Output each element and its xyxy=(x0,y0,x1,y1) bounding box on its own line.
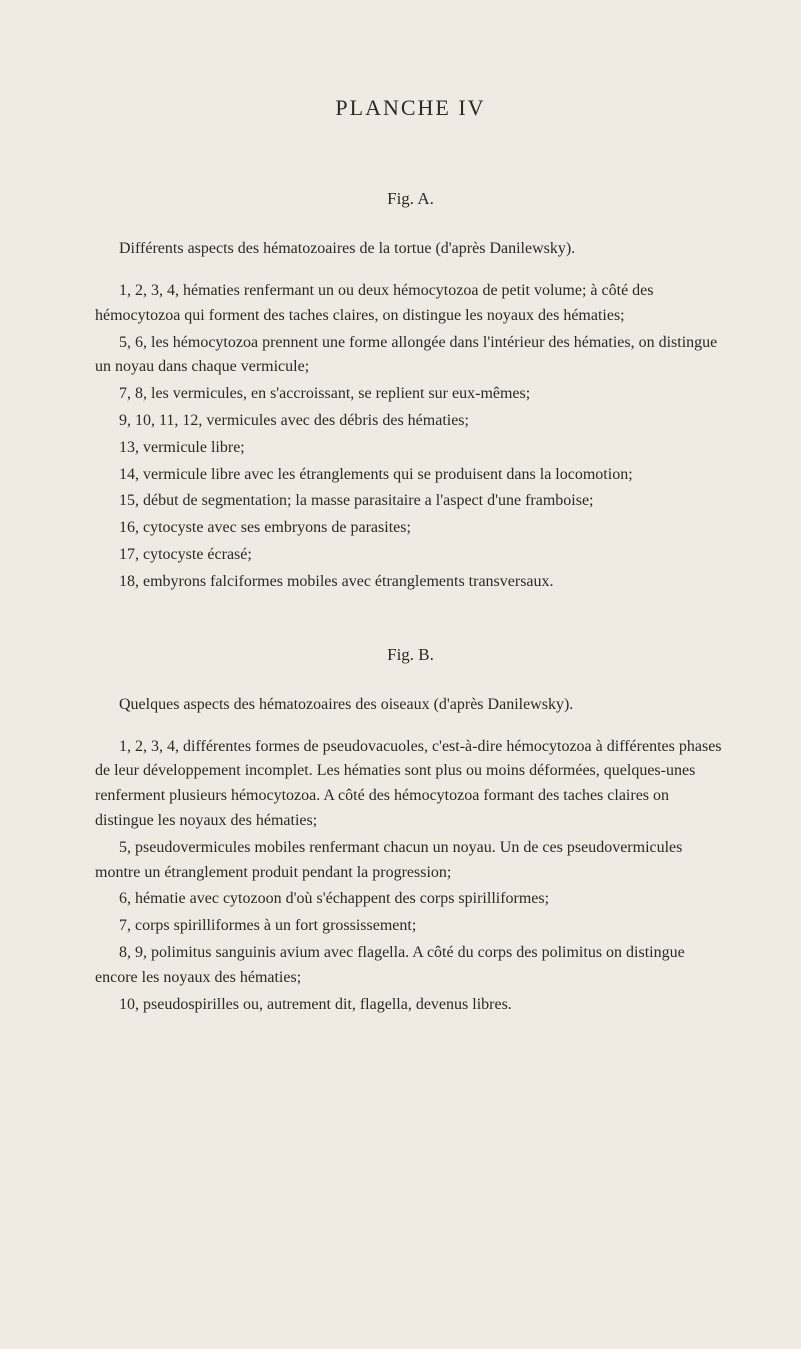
item-b-2: 5, pseudovermicules mobiles renfermant c… xyxy=(95,836,726,886)
item-a-9: 17, cytocyste écrasé; xyxy=(95,543,726,568)
item-a-7: 15, début de segmentation; la masse para… xyxy=(95,489,726,514)
item-b-5: 8, 9, polimitus sanguinis avium avec fla… xyxy=(95,941,726,991)
item-a-10: 18, embyrons falciformes mobiles avec ét… xyxy=(95,570,726,595)
item-a-2: 5, 6, les hémocytozoa prennent une forme… xyxy=(95,331,726,381)
item-b-1: 1, 2, 3, 4, différentes formes de pseudo… xyxy=(95,735,726,834)
item-a-8: 16, cytocyste avec ses embryons de paras… xyxy=(95,516,726,541)
section-a-intro: Différents aspects des hématozoaires de … xyxy=(95,237,726,261)
item-b-4: 7, corps spirilliformes à un fort grossi… xyxy=(95,914,726,939)
fig-b-label: Fig. B. xyxy=(95,645,726,665)
item-a-4: 9, 10, 11, 12, vermicules avec des débri… xyxy=(95,409,726,434)
item-a-5: 13, vermicule libre; xyxy=(95,436,726,461)
page-title: PLANCHE IV xyxy=(95,95,726,121)
item-a-6: 14, vermicule libre avec les étranglemen… xyxy=(95,463,726,488)
item-a-1: 1, 2, 3, 4, hématies renfermant un ou de… xyxy=(95,279,726,329)
item-a-3: 7, 8, les vermicules, en s'accroissant, … xyxy=(95,382,726,407)
item-b-3: 6, hématie avec cytozoon d'où s'échappen… xyxy=(95,887,726,912)
fig-a-label: Fig. A. xyxy=(95,189,726,209)
item-b-6: 10, pseudospirilles ou, autrement dit, f… xyxy=(95,993,726,1018)
section-b: Fig. B. Quelques aspects des hématozoair… xyxy=(95,645,726,1018)
section-a: Fig. A. Différents aspects des hématozoa… xyxy=(95,189,726,595)
section-b-intro: Quelques aspects des hématozoaires des o… xyxy=(95,693,726,717)
